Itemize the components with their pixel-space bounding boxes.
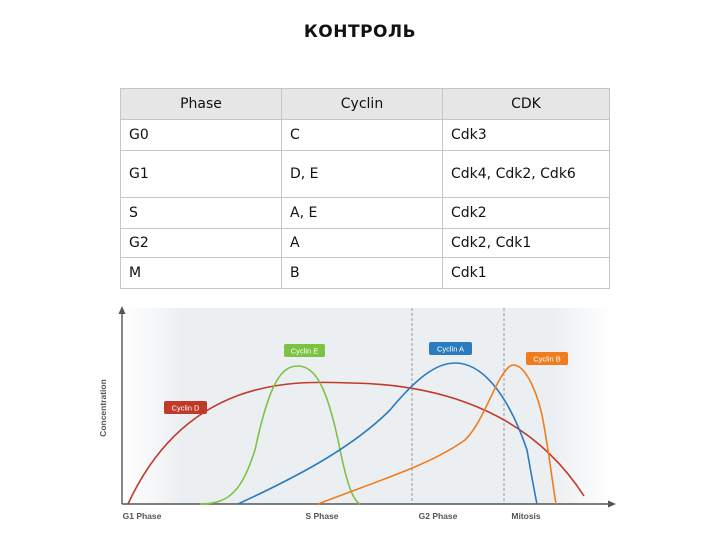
header-cdk: CDK <box>442 88 610 120</box>
cell-cdk: Cdk4, Cdk2, Cdk6 <box>442 150 610 198</box>
cell-cdk: Cdk2 <box>442 197 610 229</box>
table-row: M B Cdk1 <box>120 257 610 289</box>
cyclin-a-label-box <box>429 342 472 355</box>
table-header-row: Phase Cyclin CDK <box>120 88 610 120</box>
cell-phase: M <box>120 257 282 289</box>
cyclin-cdk-table: Phase Cyclin CDK G0 C Cdk3 G1 D, E Cdk4,… <box>120 88 610 289</box>
cyclin-b-curve <box>317 364 557 505</box>
cell-cdk: Cdk2, Cdk1 <box>442 228 610 258</box>
table-row: G2 A Cdk2, Cdk1 <box>120 228 610 258</box>
cyclin-e-label-box <box>284 344 325 357</box>
cyclin-d-label-box <box>164 401 207 414</box>
cell-cyclin: C <box>281 119 443 151</box>
cyclin-e-label: Cyclin E <box>291 347 319 356</box>
table-row: G1 D, E Cdk4, Cdk2, Cdk6 <box>120 150 610 198</box>
cell-cyclin: A, E <box>281 197 443 229</box>
cell-cyclin: B <box>281 257 443 289</box>
cell-phase: G0 <box>120 119 282 151</box>
cell-cdk: Cdk1 <box>442 257 610 289</box>
cell-phase: S <box>120 197 282 229</box>
phase-label-s: S Phase <box>305 511 338 521</box>
cyclin-concentration-chart: Concentration Cyclin E Cyclin A Cyclin B… <box>98 306 616 521</box>
cyclin-b-label: Cyclin B <box>533 355 561 364</box>
cell-phase: G2 <box>120 228 282 258</box>
cell-phase: G1 <box>120 150 282 198</box>
table-row: G0 C Cdk3 <box>120 119 610 151</box>
table-row: S A, E Cdk2 <box>120 197 610 229</box>
phase-label-g1: G1 Phase <box>123 511 162 521</box>
cyclin-a-label: Cyclin A <box>437 345 464 354</box>
cyclin-a-curve <box>237 362 538 505</box>
cell-cyclin: D, E <box>281 150 443 198</box>
cell-cyclin: A <box>281 228 443 258</box>
cyclin-d-label: Cyclin D <box>172 404 201 413</box>
cyclin-b-label-box <box>526 352 568 365</box>
cyclin-e-curve <box>199 365 361 505</box>
header-cyclin: Cyclin <box>281 88 443 120</box>
cell-cdk: Cdk3 <box>442 119 610 151</box>
cyclin-d-curve <box>127 381 585 505</box>
y-axis-label: Concentration <box>98 379 108 437</box>
header-phase: Phase <box>120 88 282 120</box>
page-title: КОНТРОЛЬ <box>303 22 417 42</box>
x-axis-arrow-icon <box>608 500 616 508</box>
phase-label-g2: G2 Phase <box>419 511 458 521</box>
y-axis-arrow-icon <box>118 306 126 314</box>
phase-label-mitosis: Mitosis <box>511 511 541 521</box>
